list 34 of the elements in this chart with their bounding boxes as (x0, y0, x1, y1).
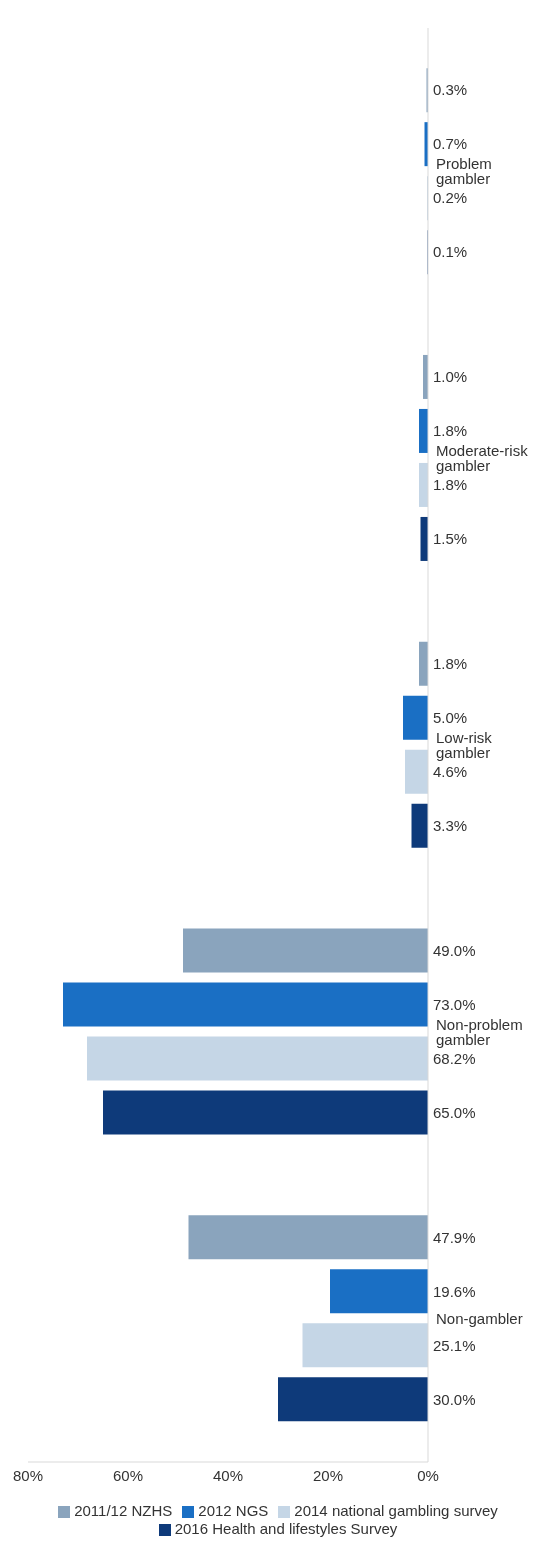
x-tick-label: 0% (417, 1466, 439, 1484)
x-tick-label: 20% (312, 1466, 344, 1484)
x-tick-label: 60% (112, 1466, 144, 1484)
legend-label: 2012 NGS (198, 1502, 269, 1519)
data-label: 19.6% (433, 1282, 476, 1300)
y-tick-label: Non-problem gambler (436, 1015, 523, 1048)
data-label: 1.8% (433, 422, 468, 440)
data-label: 65.0% (433, 1103, 476, 1121)
legend-label: 2016 Health and lifestyles Survey (174, 1520, 398, 1537)
data-label: 30.0% (433, 1390, 476, 1408)
data-label: 5.0% (433, 709, 468, 727)
y-tick-label: Moderate-risk gambler (436, 442, 529, 475)
data-label: 0.1% (433, 243, 468, 261)
data-label: 0.7% (433, 135, 468, 153)
data-label: 47.9% (433, 1228, 476, 1246)
data-label: 1.8% (433, 476, 468, 494)
y-tick-label: Problem gambler (436, 155, 492, 188)
data-label: 3.3% (433, 817, 468, 835)
x-tick-label: 40% (212, 1466, 244, 1484)
data-label: 4.6% (433, 763, 468, 781)
data-label: 1.0% (433, 368, 468, 386)
legend-label: 2011/12 NZHS (74, 1502, 173, 1519)
data-label: 1.5% (433, 530, 468, 548)
data-label: 1.8% (433, 655, 468, 673)
data-label: 49.0% (433, 941, 476, 959)
y-tick-label: Non-gambler (436, 1309, 523, 1327)
data-label: 25.1% (433, 1336, 476, 1354)
data-label: 0.2% (433, 189, 468, 207)
data-label: 73.0% (433, 995, 476, 1013)
y-tick-label: Low-risk gambler (436, 728, 493, 761)
data-label: 0.3% (433, 81, 468, 99)
x-tick-label: 80% (12, 1466, 44, 1484)
legend-label: 2014 national gambling survey (294, 1502, 498, 1519)
data-label: 68.2% (433, 1049, 476, 1067)
